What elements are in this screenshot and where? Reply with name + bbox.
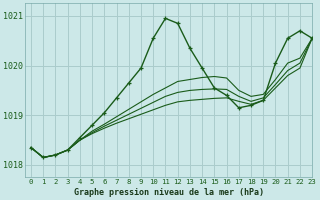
X-axis label: Graphe pression niveau de la mer (hPa): Graphe pression niveau de la mer (hPa)	[74, 188, 263, 197]
